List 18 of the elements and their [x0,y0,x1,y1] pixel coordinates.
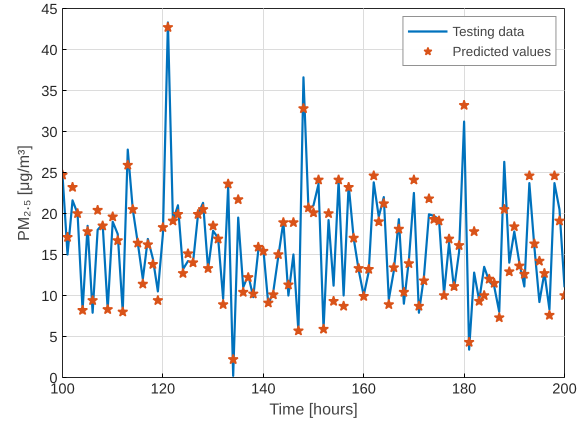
x-tick-label: 200 [552,382,577,398]
y-tick-label: 20 [41,207,58,223]
y-tick-label: 45 [41,2,58,18]
y-tick-label: 10 [41,289,58,305]
y-tick-label: 5 [49,330,58,346]
x-tick-label: 140 [251,382,276,398]
y-axis-title: PM₂.₅ [μg/m³] [16,145,34,241]
legend-label: Testing data [452,24,524,38]
x-tick-label: 120 [150,382,176,398]
y-tick-label: 30 [41,125,58,141]
y-tick-label: 35 [41,84,58,100]
x-axis-title: Time [hours] [269,402,358,418]
y-tick-label: 25 [41,166,58,182]
y-tick-label: 40 [41,43,58,59]
x-tick-label: 180 [452,382,476,398]
x-tick-label: 160 [351,382,376,398]
y-tick-label: 15 [41,248,58,264]
legend-label: Predicted values [452,44,551,58]
